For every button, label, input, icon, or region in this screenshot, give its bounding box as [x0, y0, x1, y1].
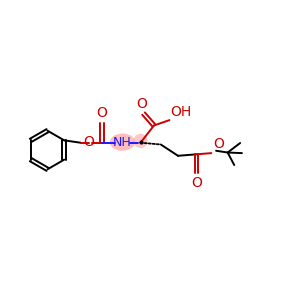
Text: O: O: [191, 176, 202, 190]
Circle shape: [134, 134, 148, 148]
Text: O: O: [213, 137, 224, 151]
Text: OH: OH: [170, 105, 191, 118]
Text: NH: NH: [113, 136, 132, 149]
Text: O: O: [97, 106, 107, 120]
Text: O: O: [83, 134, 94, 148]
Text: O: O: [136, 97, 148, 111]
Ellipse shape: [110, 134, 135, 151]
